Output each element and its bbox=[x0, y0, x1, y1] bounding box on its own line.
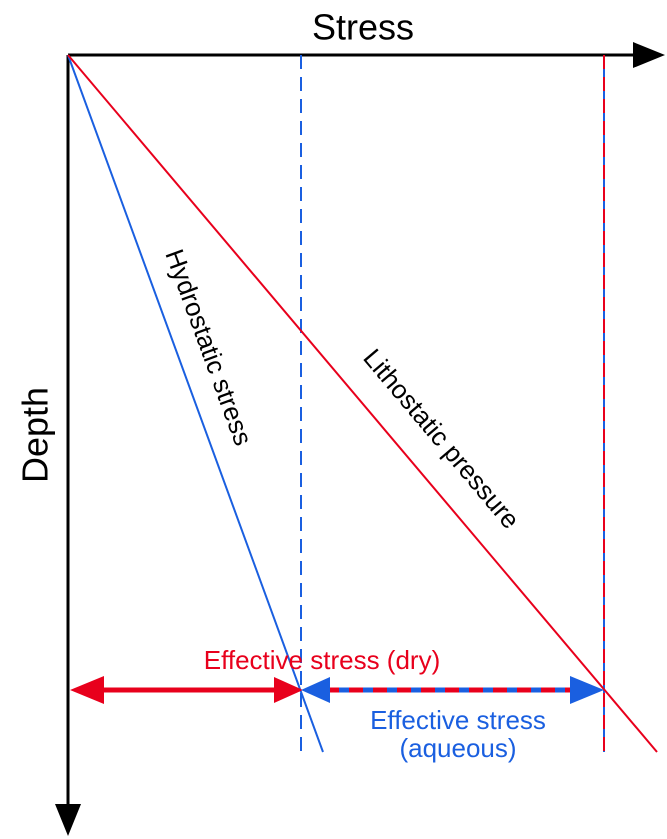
depth-arrowhead bbox=[55, 804, 81, 836]
dry-arrowhead-left bbox=[70, 676, 104, 704]
aqueous-arrowhead-right bbox=[570, 676, 604, 704]
lithostatic-line bbox=[67, 54, 658, 753]
dry-arrowhead-right bbox=[274, 677, 303, 703]
effective-aqueous-label: (aqueous) bbox=[399, 733, 516, 763]
lithostatic-label: Lithostatic pressure bbox=[357, 343, 525, 535]
hydrostatic-line bbox=[67, 54, 324, 753]
effective-aqueous-label: Effective stress bbox=[370, 705, 546, 735]
depth-label: Depth bbox=[15, 387, 56, 483]
stress-label: Stress bbox=[312, 7, 414, 48]
stress-arrowhead bbox=[633, 42, 665, 68]
effective-dry-label: Effective stress (dry) bbox=[204, 645, 440, 675]
aqueous-arrowhead-left bbox=[301, 677, 330, 703]
